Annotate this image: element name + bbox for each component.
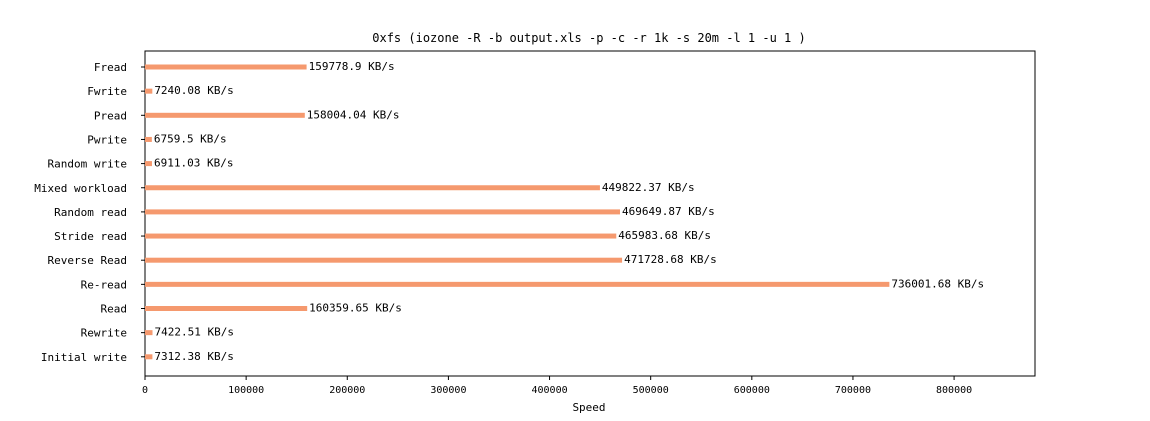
value-label: 469649.87 KB/s xyxy=(622,205,715,218)
bar-random-read xyxy=(145,209,620,215)
value-label: 7240.08 KB/s xyxy=(154,84,233,97)
bars-group xyxy=(145,64,890,360)
x-tick-label: 800000 xyxy=(936,385,972,396)
value-label: 158004.04 KB/s xyxy=(307,108,400,121)
y-tick-label: Pwrite xyxy=(87,133,127,146)
value-label: 6759.5 KB/s xyxy=(154,132,227,145)
bar-reverse-read xyxy=(145,257,623,263)
y-tick-label: Rewrite xyxy=(81,327,127,340)
value-label: 471728.68 KB/s xyxy=(624,253,717,266)
y-tick-label: Reverse Read xyxy=(48,254,127,267)
y-tick-label: Fread xyxy=(94,61,127,74)
bar-pread xyxy=(145,112,305,118)
value-labels-group: 159778.9 KB/s 7240.08 KB/s 158004.04 KB/s 6… xyxy=(154,60,984,363)
bar-fread xyxy=(145,64,307,70)
x-axis: 0 100000 200000 300000 400000 500000 600000 700… xyxy=(142,376,972,396)
x-axis-label: Speed xyxy=(572,401,605,414)
x-tick-label: 500000 xyxy=(633,385,669,396)
bar-pwrite xyxy=(145,136,152,142)
x-tick-label: 0 xyxy=(142,385,148,396)
value-label: 736001.68 KB/s xyxy=(891,277,984,290)
x-tick-label: 100000 xyxy=(228,385,264,396)
bar-fwrite xyxy=(145,88,153,94)
y-tick-label: Pread xyxy=(94,109,127,122)
y-tick-label: Stride read xyxy=(54,230,127,243)
x-tick-label: 200000 xyxy=(329,385,365,396)
bar-initial-write xyxy=(145,354,153,360)
bar-re-read xyxy=(145,281,890,287)
x-tick-label: 700000 xyxy=(835,385,871,396)
y-tick-label: Read xyxy=(101,303,128,316)
y-tick-label: Re-read xyxy=(81,278,127,291)
x-tick-label: 400000 xyxy=(531,385,567,396)
y-axis: Fread Fwrite Pread Pwrite Random write Mixed … xyxy=(34,61,145,364)
y-tick-label: Mixed workload xyxy=(34,182,127,195)
value-label: 449822.37 KB/s xyxy=(602,181,695,194)
bar-mixed-workload xyxy=(145,185,600,191)
value-label: 7422.51 KB/s xyxy=(155,326,234,339)
y-tick-label: Fwrite xyxy=(87,85,127,98)
value-label: 465983.68 KB/s xyxy=(618,229,711,242)
bar-read xyxy=(145,306,308,311)
value-label: 7312.38 KB/s xyxy=(154,350,233,363)
y-tick-label: Random write xyxy=(48,158,127,171)
y-tick-label: Initial write xyxy=(41,351,127,364)
chart-title: 0xfs (iozone -R -b output.xls -p -c -r 1… xyxy=(372,31,805,45)
x-tick-label: 300000 xyxy=(430,385,466,396)
bar-stride-read xyxy=(145,233,617,239)
value-label: 159778.9 KB/s xyxy=(309,60,395,73)
bar-rewrite xyxy=(145,330,153,336)
bar-random-write xyxy=(145,161,152,167)
x-tick-label: 600000 xyxy=(734,385,770,396)
value-label: 6911.03 KB/s xyxy=(154,157,233,170)
y-tick-label: Random read xyxy=(54,206,127,219)
value-label: 160359.65 KB/s xyxy=(309,302,402,315)
